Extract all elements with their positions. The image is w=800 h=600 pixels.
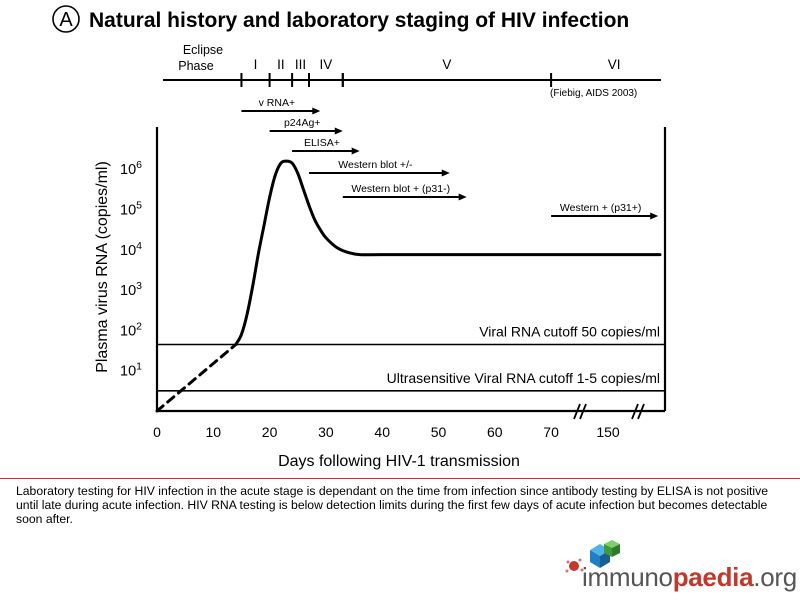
stage-source: (Fiebig, AIDS 2003) [550,88,637,99]
assay-label: Western blot + (p31-) [351,183,450,195]
plot-frame [155,127,667,413]
axis-break-1a [573,403,581,420]
axis-break-1b [579,403,587,420]
assay-arrow-head [334,127,343,135]
immunopaedia-logo: immunopaedia.org [560,540,797,600]
logo-cubes-icon [565,540,620,573]
assay-label: v RNA+ [259,97,295,109]
reference-lines: Viral RNA cutoff 50 copies/ml Ultrasensit… [157,324,665,392]
panel-letter: A [59,9,73,31]
reference-line-label: Viral RNA cutoff 50 copies/ml [479,324,660,340]
assay-label: Western + (p31+) [560,202,642,214]
y-tick-label: 105 [120,200,142,219]
axis-break-2b [637,403,645,420]
x-tick-label: 60 [487,424,503,440]
panel-letter-circle [52,5,80,33]
reference-line-label: Ultrasensitive Viral RNA cutoff 1-5 copi… [387,370,660,386]
chart-title: Natural history and laboratory staging o… [89,9,629,32]
y-axis-label: Plasma virus RNA (copies/ml) [94,161,111,373]
y-tick-label: 104 [120,240,142,259]
stage-label: IV [320,57,333,72]
assay-arrow-head [458,193,467,201]
assay-label: Western blot +/- [338,159,413,171]
x-tick-label: 30 [318,424,334,440]
series-line-viral-load [234,159,662,347]
stage-label: II [277,57,285,72]
y-tick-label: 102 [120,320,142,339]
title-group: A Natural history and laboratory staging… [52,5,629,33]
logo-wordmark: immunopaedia.org [582,562,797,592]
assay-arrows: v RNA+ p24Ag+ ELISA+ Western blot +/- Wester… [241,97,659,220]
stage-label: III [295,57,306,72]
x-tick-label: 150 [596,424,620,440]
assay-arrow-head [351,147,360,155]
stage-label: VI [608,57,621,72]
x-tick-label: 70 [543,424,559,440]
y-tick-labels: 101 102 103 104 105 106 [120,159,142,380]
assay-arrow-head [441,169,450,177]
stage-label: V [442,57,451,72]
stage-label: I [254,57,258,72]
x-tick-label: 50 [431,424,447,440]
eclipse-label-line1: Eclipse [183,43,223,57]
axis-break-marks [573,403,645,420]
assay-label: p24Ag+ [284,117,321,129]
series-group [155,159,662,413]
x-tick-labels: 0 10 20 30 40 50 60 70 150 [153,424,620,440]
series-line-dashed [155,343,238,413]
assay-arrow-head [312,107,321,115]
y-tick-label: 101 [120,361,142,380]
assay-arrow-head [650,212,659,220]
axis-break-2a [631,403,639,420]
y-tick-label: 103 [120,280,142,299]
caption-divider [0,478,800,479]
stage-bar: Eclipse Phase (Fiebig, AIDS 2003) I II III… [163,43,661,99]
assay-label: ELISA+ [304,137,340,149]
x-tick-label: 10 [206,424,222,440]
eclipse-label-line2: Phase [178,59,213,73]
x-axis-label: Days following HIV-1 transmission [278,453,520,470]
y-tick-label: 106 [120,159,142,178]
x-tick-label: 0 [153,424,161,440]
caption-text: Laboratory testing for HIV infection in … [16,484,769,526]
x-tick-label: 40 [374,424,390,440]
x-tick-label: 20 [262,424,278,440]
chart: A Natural history and laboratory staging… [52,5,667,470]
